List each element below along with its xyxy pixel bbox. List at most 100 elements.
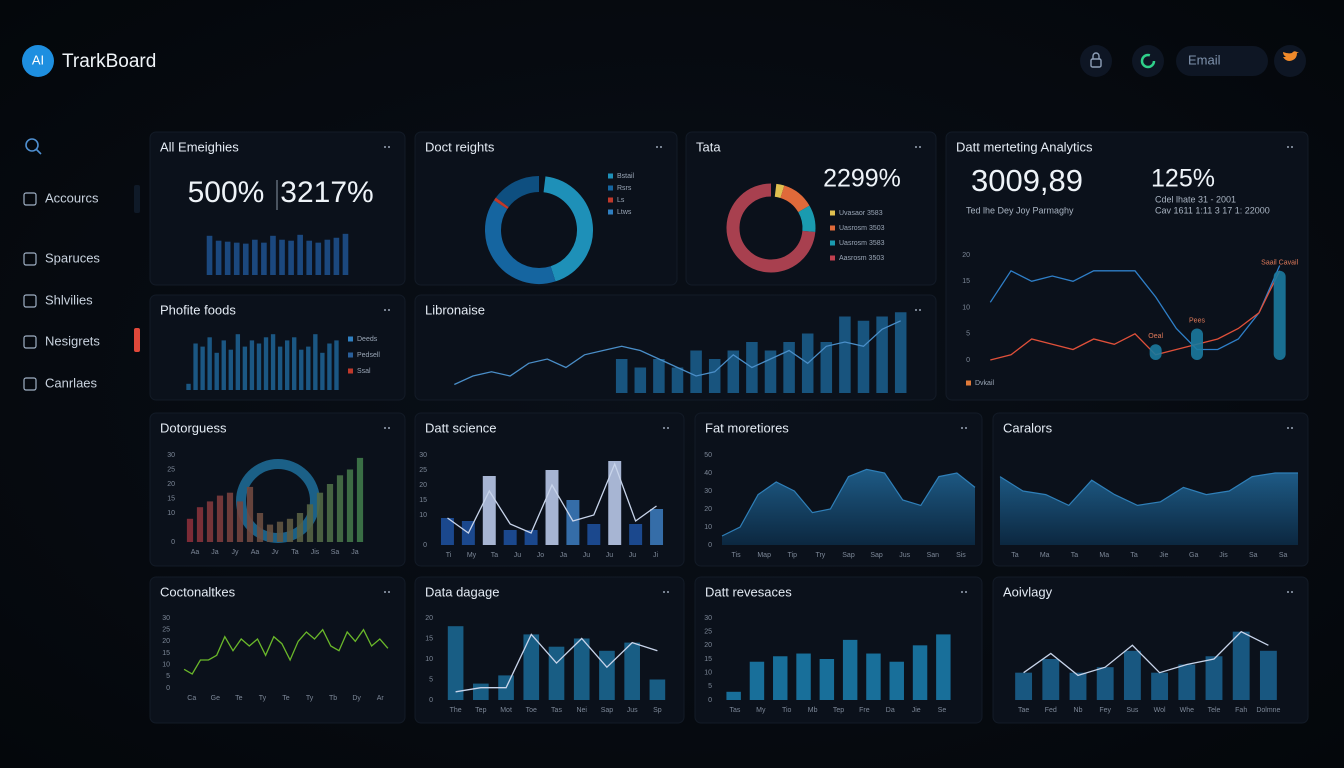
panel-menu-dot[interactable] <box>384 427 386 429</box>
bar <box>1205 656 1223 700</box>
panel-menu-dot[interactable] <box>384 591 386 593</box>
x-tick-label: Jus <box>899 552 910 559</box>
panel-title: Tata <box>696 139 721 154</box>
x-tick-label: San <box>927 552 940 559</box>
panel-menu-dot[interactable] <box>388 591 390 593</box>
x-tick-label: Tip <box>788 552 798 559</box>
x-tick-label: The <box>450 707 462 714</box>
alert-indicator <box>134 328 140 352</box>
x-tick-label: Ja <box>211 549 219 556</box>
bar <box>1259 650 1277 700</box>
bar <box>726 691 741 700</box>
panel-menu-dot[interactable] <box>915 146 917 148</box>
panel-menu-dot[interactable] <box>1291 146 1293 148</box>
y-tick-label: 10 <box>419 512 427 519</box>
y-tick-label: 5 <box>166 673 170 680</box>
y-tick-label: 30 <box>419 452 427 459</box>
x-tick-label: Jo <box>537 552 545 559</box>
panel-menu-dot[interactable] <box>1287 591 1289 593</box>
social-button[interactable] <box>1274 45 1306 77</box>
panel-menu-dot[interactable] <box>1287 146 1289 148</box>
active-indicator <box>134 185 140 213</box>
bar <box>346 469 354 542</box>
panel-menu-dot[interactable] <box>919 146 921 148</box>
donut-segment <box>543 176 593 282</box>
bar <box>690 350 702 393</box>
logo-badge[interactable] <box>22 45 54 77</box>
note: Cav 1611 1:11 3 17 1: 22000 <box>1155 205 1270 215</box>
nav-item[interactable]: Shlvilies <box>45 292 93 307</box>
panel-menu-dot[interactable] <box>388 309 390 311</box>
panel-card <box>149 576 406 724</box>
x-tick-label: Da <box>886 707 895 714</box>
panel-menu-dot[interactable] <box>965 591 967 593</box>
x-tick-label: Ju <box>606 552 614 559</box>
y-tick-label: 0 <box>429 697 433 704</box>
nav-item[interactable]: Accourcs <box>45 190 99 205</box>
y-tick-label: 10 <box>425 656 433 663</box>
panel-menu-dot[interactable] <box>384 146 386 148</box>
panel-menu-dot[interactable] <box>667 591 669 593</box>
panel-menu-dot[interactable] <box>388 427 390 429</box>
bar <box>233 242 240 275</box>
panel-menu-dot[interactable] <box>961 427 963 429</box>
x-tick-label: Fey <box>1099 707 1111 714</box>
bar <box>276 521 284 542</box>
y-tick-label: 10 <box>704 670 712 677</box>
status-button[interactable] <box>1132 45 1164 77</box>
panel-menu-dot[interactable] <box>961 591 963 593</box>
y-tick-label: 20 <box>162 638 170 645</box>
panel: Data dagage 0 5 10 15 20 The Tep Mot Toe Tas Nei Sap… <box>414 576 685 724</box>
y-tick-label: 20 <box>962 252 970 259</box>
panel-menu-dot[interactable] <box>1291 427 1293 429</box>
donut-segment <box>774 183 785 198</box>
bar <box>473 683 489 700</box>
bar <box>288 240 294 275</box>
nav-item[interactable]: Canrlaes <box>45 375 98 390</box>
nav-item[interactable]: Sparuces <box>45 250 100 265</box>
panel-menu-dot[interactable] <box>388 146 390 148</box>
x-tick-label: Jv <box>272 549 280 556</box>
note: Cdel lhate 31 - 2001 <box>1155 194 1236 204</box>
bar <box>284 340 290 390</box>
panel-menu-dot[interactable] <box>1291 591 1293 593</box>
panel-menu-dot[interactable] <box>915 309 917 311</box>
nav-item[interactable]: Nesigrets <box>45 333 100 348</box>
x-tick-label: Ta <box>491 552 499 559</box>
panel-menu-dot[interactable] <box>663 427 665 429</box>
y-tick-label: 25 <box>167 466 175 473</box>
panel-menu-dot[interactable] <box>656 146 658 148</box>
kpi-value: 2299% <box>823 165 901 193</box>
y-tick-label: 30 <box>162 615 170 622</box>
email-field[interactable] <box>1176 46 1268 76</box>
bar <box>326 484 334 542</box>
panel-title: Doct reights <box>425 139 495 154</box>
x-tick-label: Jis <box>1219 552 1228 559</box>
panel-menu-dot[interactable] <box>660 146 662 148</box>
y-tick-label: 50 <box>704 452 712 459</box>
bar <box>599 650 615 700</box>
legend-swatch <box>608 173 613 179</box>
panel-menu-dot[interactable] <box>384 309 386 311</box>
panel-menu-dot[interactable] <box>965 427 967 429</box>
search-icon[interactable] <box>25 138 39 152</box>
y-tick-label: 30 <box>704 488 712 495</box>
bar <box>447 626 464 700</box>
panel-menu-dot[interactable] <box>919 309 921 311</box>
bar <box>206 235 213 275</box>
panel-menu-dot[interactable] <box>663 591 665 593</box>
panel-menu-dot[interactable] <box>667 427 669 429</box>
panel-card <box>149 412 406 567</box>
y-tick-label: 15 <box>425 635 433 642</box>
x-tick-label: Sa <box>331 549 340 556</box>
x-tick-label: Ta <box>291 549 299 556</box>
panel-menu-dot[interactable] <box>1287 427 1289 429</box>
area-line <box>721 468 976 537</box>
lock-shackle <box>1092 52 1100 59</box>
lock-button[interactable] <box>1080 45 1112 77</box>
x-tick-label: Ji <box>653 552 659 559</box>
x-tick-label: Tas <box>551 707 562 714</box>
bar <box>292 337 297 390</box>
y-tick-label: 20 <box>704 506 712 513</box>
panel: Datt science 0 10 15 20 25 30 Ti My Ta Ju Jo Ja Ju Ju J… <box>414 412 685 567</box>
